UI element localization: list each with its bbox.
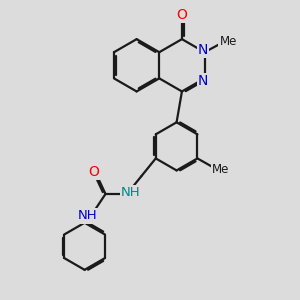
Text: N: N <box>198 74 208 88</box>
Text: N: N <box>198 43 208 57</box>
Text: Me: Me <box>219 35 237 48</box>
Text: Me: Me <box>212 163 229 176</box>
Text: O: O <box>176 8 188 22</box>
Text: NH: NH <box>121 186 140 199</box>
Text: O: O <box>88 165 99 179</box>
Text: NH: NH <box>77 209 97 223</box>
